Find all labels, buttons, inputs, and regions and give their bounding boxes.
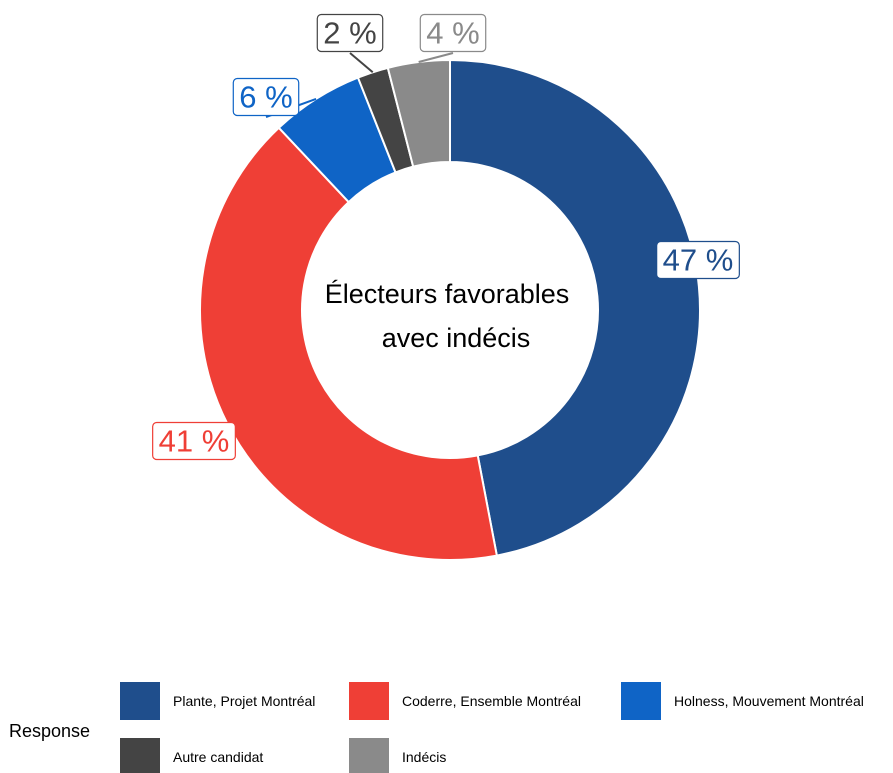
legend-label: Plante, Projet Montréal bbox=[173, 693, 315, 709]
leader-line-autre-candidat bbox=[349, 52, 374, 73]
pct-label-box bbox=[316, 13, 384, 53]
leader-line-indecis bbox=[418, 52, 454, 63]
pct-label-text: 41 % bbox=[159, 424, 230, 459]
legend: Plante, Projet Montréal Coderre, Ensemble… bbox=[120, 682, 864, 773]
legend-label: Autre candidat bbox=[173, 749, 263, 765]
slice-plante-projet-montreal bbox=[449, 58, 701, 557]
pct-label-box bbox=[656, 240, 740, 280]
legend-item-indecis: Indécis bbox=[349, 738, 446, 773]
legend-label: Coderre, Ensemble Montréal bbox=[402, 693, 581, 709]
legend-swatch bbox=[349, 682, 389, 720]
legend-swatch bbox=[349, 738, 389, 773]
legend-swatch bbox=[120, 738, 160, 773]
legend-item-autre-candidat: Autre candidat bbox=[120, 738, 263, 773]
legend-label: Indécis bbox=[402, 749, 446, 765]
pct-label-indecis: 4 % bbox=[419, 13, 487, 53]
donut-slices bbox=[199, 58, 701, 561]
slice-coderre-ensemble-montreal bbox=[199, 126, 499, 561]
slice-indecis bbox=[386, 58, 451, 168]
legend-item-coderre-ensemble-montreal: Coderre, Ensemble Montréal bbox=[349, 682, 581, 720]
center-title-line-1: Électeurs favorables bbox=[325, 279, 570, 309]
pct-label-box bbox=[419, 13, 487, 53]
pct-label-text: 6 % bbox=[239, 80, 292, 115]
pct-label-box bbox=[152, 421, 236, 461]
legend-label: Holness, Mouvement Montréal bbox=[674, 693, 864, 709]
pct-label-plante-projet-montreal: 47 % bbox=[656, 240, 740, 280]
pct-label-box bbox=[232, 77, 300, 117]
pct-label-text: 47 % bbox=[663, 243, 734, 278]
pct-label-coderre-ensemble-montreal: 41 % bbox=[152, 421, 236, 461]
pct-label-text: 4 % bbox=[426, 16, 479, 51]
center-title-line-2: avec indécis bbox=[382, 323, 531, 353]
percentage-labels: 47 % 41 % 6 % 2 % 4 % bbox=[152, 13, 740, 461]
legend-item-holness-mouvement-montreal: Holness, Mouvement Montréal bbox=[621, 682, 864, 720]
legend-swatch bbox=[621, 682, 661, 720]
pct-label-autre-candidat: 2 % bbox=[316, 13, 384, 53]
pct-label-holness-mouvement-montreal: 6 % bbox=[232, 77, 300, 117]
legend-item-plante-projet-montreal: Plante, Projet Montréal bbox=[120, 682, 315, 720]
legend-swatch bbox=[120, 682, 160, 720]
pct-label-text: 2 % bbox=[323, 16, 376, 51]
legend-title: Response bbox=[9, 721, 90, 741]
